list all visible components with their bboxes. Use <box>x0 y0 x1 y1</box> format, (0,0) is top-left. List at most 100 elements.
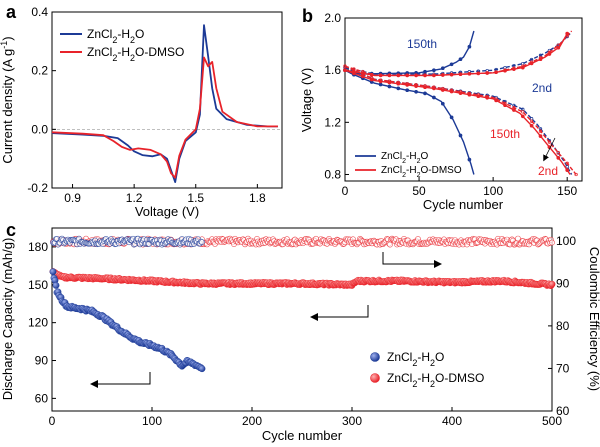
voltage-point <box>458 57 463 62</box>
voltage-point <box>485 94 489 99</box>
voltage-point <box>449 72 454 77</box>
voltage-point <box>520 114 525 119</box>
panel-b-ytick-label: 1.2 <box>324 115 341 129</box>
legend-a-h2o: ZnCl2-H2O <box>87 27 144 45</box>
voltage-point <box>521 110 525 114</box>
voltage-point <box>494 70 498 74</box>
panel-a-series <box>51 24 278 183</box>
panel-a-ytick-label: 0.2 <box>31 64 48 78</box>
panel-a-xtick-label: 0.9 <box>64 191 81 205</box>
ce-point-dmso <box>515 235 521 242</box>
panel-b-xtick-label: 100 <box>483 184 503 198</box>
voltage-point <box>565 165 569 169</box>
voltage-point <box>503 101 507 105</box>
voltage-point <box>556 45 561 50</box>
panel-c-y2tick-label: 70 <box>556 361 570 375</box>
voltage-point <box>529 60 534 64</box>
voltage-point <box>370 76 374 80</box>
voltage-point <box>370 72 374 77</box>
panel-b-series <box>343 30 578 177</box>
panel-a-chart: 0.9 1.2 1.5 1.8 -0.2 0.0 0.2 0.4 Voltage (V) Cu… <box>0 5 283 219</box>
panel-c-xtick-label: 200 <box>242 414 262 428</box>
voltage-point <box>494 97 498 101</box>
panel-c-xtick-label: 300 <box>342 414 362 428</box>
voltage-point <box>405 88 410 93</box>
capacity-point-dmso <box>548 280 556 288</box>
voltage-curve-2 <box>344 33 571 75</box>
voltage-point <box>503 68 507 72</box>
panel-c-label: c <box>6 220 16 240</box>
panel-c-y2tick-label: 100 <box>556 234 576 248</box>
arrow-h2o-left <box>90 372 151 388</box>
panel-a-xtick-label: 1.8 <box>249 191 266 205</box>
annotation-150th-blue: 150th <box>407 37 437 51</box>
panel-c-y2label: Coulombic Efficiency (%) <box>587 247 600 391</box>
panel-c-ytick-label: 90 <box>35 354 49 368</box>
panel-b-legend: ZnCl2-H2O ZnCl2-H2O-DMSO <box>355 151 462 179</box>
panel-a-ytick-label: -0.2 <box>27 181 48 195</box>
voltage-point <box>449 115 454 120</box>
voltage-point <box>467 72 472 76</box>
panel-c-ytick-label: 60 <box>35 391 49 405</box>
panel-a-ticks: 0.9 1.2 1.5 1.8 -0.2 0.0 0.2 0.4 <box>27 5 266 205</box>
voltage-point <box>414 73 418 78</box>
panel-c-legend: ZnCl2-H2O ZnCl2-H2O-DMSO <box>370 350 484 389</box>
voltage-point <box>432 85 436 89</box>
panel-b-ytick-label: 1.6 <box>324 63 341 77</box>
panel-b-xtick-label: 50 <box>412 184 426 198</box>
voltage-point <box>432 73 436 78</box>
panel-b-frame <box>344 17 583 182</box>
voltage-point <box>361 72 365 76</box>
voltage-point <box>556 43 560 47</box>
voltage-point <box>441 73 445 77</box>
voltage-curve-7 <box>344 65 577 175</box>
voltage-point <box>414 89 418 94</box>
panel-c-ytick-label: 150 <box>28 278 48 292</box>
voltage-point <box>512 66 516 70</box>
arrow-efficiency-right <box>382 252 442 268</box>
voltage-point <box>529 117 534 121</box>
annotation-2nd-red: 2nd <box>538 164 558 178</box>
panel-c-xlabel: Cycle number <box>262 428 343 443</box>
panel-b-ticks: 0 50 100 150 0.8 1.2 1.6 2.0 <box>324 11 577 198</box>
panel-a-xtick-label: 1.5 <box>187 191 204 205</box>
voltage-point <box>360 74 365 79</box>
panel-c-series <box>49 235 556 373</box>
voltage-point <box>387 73 392 78</box>
voltage-point <box>432 68 436 73</box>
voltage-point <box>565 34 569 38</box>
panel-c-y2tick-label: 60 <box>556 404 570 418</box>
panel-c-ytick-label: 120 <box>28 316 48 330</box>
ce-point-dmso <box>549 239 555 246</box>
panel-b-arrow <box>543 137 556 162</box>
panel-c-ytick-label: 180 <box>28 240 48 254</box>
voltage-point <box>387 84 392 89</box>
voltage-point <box>458 90 463 94</box>
voltage-point <box>343 68 347 73</box>
panel-b-label: b <box>302 6 313 26</box>
panel-b-ytick-label: 2.0 <box>324 11 341 25</box>
voltage-point <box>440 101 445 106</box>
voltage-point <box>414 83 418 87</box>
voltage-point <box>458 133 463 138</box>
voltage-point <box>458 72 463 76</box>
panel-c-y2tick-label: 80 <box>556 319 570 333</box>
panel-c-chart: 0 100 200 300 400 500609012015018060708090100… <box>0 227 600 443</box>
voltage-point <box>352 68 356 72</box>
voltage-point <box>476 71 480 76</box>
panel-a-ytick-label: 0.4 <box>31 5 48 19</box>
voltage-point <box>387 79 392 83</box>
annotation-2nd-blue: 2nd <box>532 81 552 95</box>
voltage-point <box>423 84 427 88</box>
panel-b-xlabel: Cycle number <box>423 197 504 212</box>
annotation-150th-red: 150th <box>490 127 520 141</box>
voltage-point <box>556 151 560 155</box>
voltage-point <box>378 78 383 82</box>
panel-b-xtick-label: 150 <box>557 184 577 198</box>
panel-a-ytick-label: 0.0 <box>31 122 48 136</box>
voltage-point <box>423 69 427 74</box>
voltage-point <box>343 64 347 68</box>
panel-b-ytick-label: 0.8 <box>324 167 341 181</box>
